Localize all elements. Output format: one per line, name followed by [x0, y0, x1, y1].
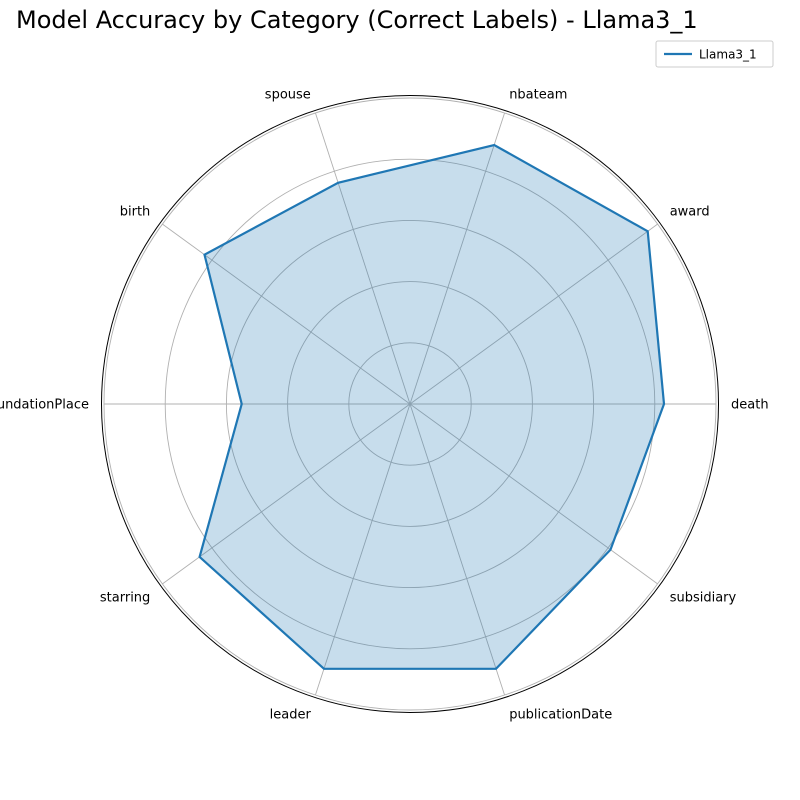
- radar-data: [198, 143, 666, 670]
- category-label-death: death: [731, 398, 769, 413]
- spoke-starring: [162, 403, 411, 585]
- polar-frame: [101, 95, 719, 713]
- category-label-spouse: spouse: [265, 88, 311, 103]
- spoke-nbateam: [409, 112, 505, 405]
- category-label-subsidiary: subsidiary: [670, 591, 737, 606]
- legend-box: [655, 40, 774, 68]
- category-label-award: award: [670, 204, 710, 219]
- r-gridline-outer: [103, 97, 717, 711]
- legend: Llama3_1: [655, 40, 774, 68]
- spoke-leader: [315, 403, 411, 696]
- series-fill-Llama3_1: [199, 145, 664, 669]
- chart-title: Model Accuracy by Category (Correct Labe…: [16, 6, 698, 34]
- spoke-award: [409, 223, 658, 405]
- category-label-leader: leader: [270, 707, 312, 722]
- spoke-publicationDate: [409, 403, 505, 696]
- category-label-birth: birth: [120, 204, 151, 219]
- category-labels: death award nbateam spouse birth foundationPl…: [0, 88, 769, 723]
- category-label-publicationDate: publicationDate: [509, 707, 612, 722]
- legend-label: Llama3_1: [699, 48, 757, 62]
- spoke-subsidiary: [409, 403, 658, 585]
- category-label-starring: starring: [100, 591, 150, 606]
- spoke-spouse: [315, 112, 411, 405]
- category-label-nbateam: nbateam: [509, 88, 567, 103]
- category-label-foundationPlace: foundationPlace: [0, 398, 89, 413]
